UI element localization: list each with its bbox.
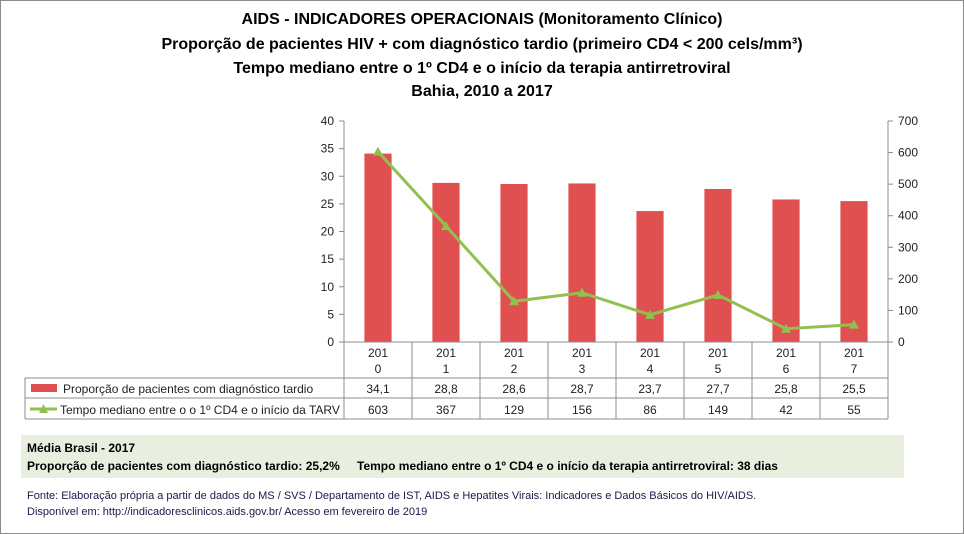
line-value-label: 129: [504, 403, 524, 417]
left-tick-label: 15: [321, 252, 335, 266]
line-value-label: 156: [572, 403, 592, 417]
category-label: 4: [647, 362, 654, 376]
source-line: Fonte: Elaboração própria a partir de da…: [27, 490, 757, 502]
chart-subtitle-1: Proporção de pacientes HIV + com diagnós…: [161, 36, 803, 53]
media-title: Média Brasil - 2017: [27, 441, 136, 455]
line-value-label: 367: [436, 403, 456, 417]
right-tick-label: 500: [898, 177, 918, 191]
left-tick-label: 20: [321, 225, 335, 239]
source-note: Fonte: Elaboração própria a partir de da…: [27, 488, 756, 520]
bar: [364, 153, 392, 342]
line-value-label: 42: [779, 403, 793, 417]
right-tick-label: 700: [898, 114, 918, 128]
line-marker: [373, 146, 383, 156]
line-value-label: 603: [368, 403, 388, 417]
category-label: 201: [640, 346, 660, 360]
category-label: 201: [436, 346, 456, 360]
category-label: 2: [511, 362, 518, 376]
left-tick-label: 30: [321, 169, 335, 183]
category-label: 201: [708, 346, 728, 360]
left-tick-label: 25: [321, 197, 335, 211]
bar-value-label: 34,1: [366, 382, 390, 396]
legend-bar-swatch: [31, 384, 57, 392]
bar: [432, 182, 460, 342]
bar-value-label: 28,7: [570, 382, 594, 396]
bar-value-label: 23,7: [638, 382, 662, 396]
left-tick-label: 5: [327, 307, 334, 321]
bar-value-label: 25,8: [774, 382, 798, 396]
left-tick-label: 0: [327, 335, 334, 349]
line-value-label: 86: [643, 403, 657, 417]
category-label: 201: [572, 346, 592, 360]
combo-chart: 0510152025303540010020030040050060070020…: [24, 114, 918, 420]
line-marker: [645, 309, 655, 319]
chart-title: AIDS - INDICADORES OPERACIONAIS (Monitor…: [241, 11, 723, 28]
line-marker: [849, 319, 859, 329]
chart-subtitle-3: Bahia, 2010 a 2017: [411, 83, 553, 100]
availability-line: Disponível em: http://indicadoresclinico…: [27, 506, 428, 518]
category-label: 6: [783, 362, 790, 376]
legend-bar-label: Proporção de pacientes com diagnóstico t…: [63, 382, 313, 396]
category-label: 5: [715, 362, 722, 376]
left-tick-label: 35: [321, 142, 335, 156]
bar: [500, 183, 528, 342]
bar-value-label: 27,7: [706, 382, 730, 396]
bar: [568, 183, 596, 342]
legend-line-label: Tempo mediano entre o o 1º CD4 e o iníci…: [60, 403, 340, 417]
bar-value-label: 25,5: [842, 382, 866, 396]
left-tick-label: 10: [321, 280, 335, 294]
bar: [772, 199, 800, 342]
bar: [636, 211, 664, 342]
category-label: 201: [844, 346, 864, 360]
category-label: 201: [776, 346, 796, 360]
category-label: 201: [504, 346, 524, 360]
line-marker: [577, 287, 587, 297]
right-tick-label: 400: [898, 209, 918, 223]
line-marker: [509, 296, 519, 306]
line-marker: [781, 323, 791, 333]
bar-value-label: 28,6: [502, 382, 526, 396]
brazil-average-box: Média Brasil - 2017 Proporção de pacient…: [21, 435, 904, 478]
right-tick-label: 200: [898, 272, 918, 286]
chart-subtitle-2: Tempo mediano entre o 1º CD4 e o início …: [233, 60, 731, 77]
bar: [840, 201, 868, 342]
right-tick-label: 300: [898, 240, 918, 254]
right-tick-label: 600: [898, 146, 918, 160]
media-time: Tempo mediano entre o 1º CD4 e o início …: [357, 459, 778, 473]
right-tick-label: 0: [898, 335, 905, 349]
bar-value-label: 28,8: [434, 382, 458, 396]
line-marker: [441, 221, 451, 231]
category-label: 201: [368, 346, 388, 360]
legend-line-marker: [39, 404, 48, 413]
media-proportion: Proporção de pacientes com diagnóstico t…: [27, 459, 340, 473]
bar: [704, 188, 732, 342]
category-label: 1: [443, 362, 450, 376]
category-label: 7: [851, 362, 858, 376]
line-marker: [713, 289, 723, 299]
right-tick-label: 100: [898, 303, 918, 317]
category-label: 0: [375, 362, 382, 376]
series-line: [376, 150, 855, 331]
category-label: 3: [579, 362, 586, 376]
left-tick-label: 40: [321, 114, 335, 128]
line-value-label: 149: [708, 403, 728, 417]
line-value-label: 55: [847, 403, 861, 417]
